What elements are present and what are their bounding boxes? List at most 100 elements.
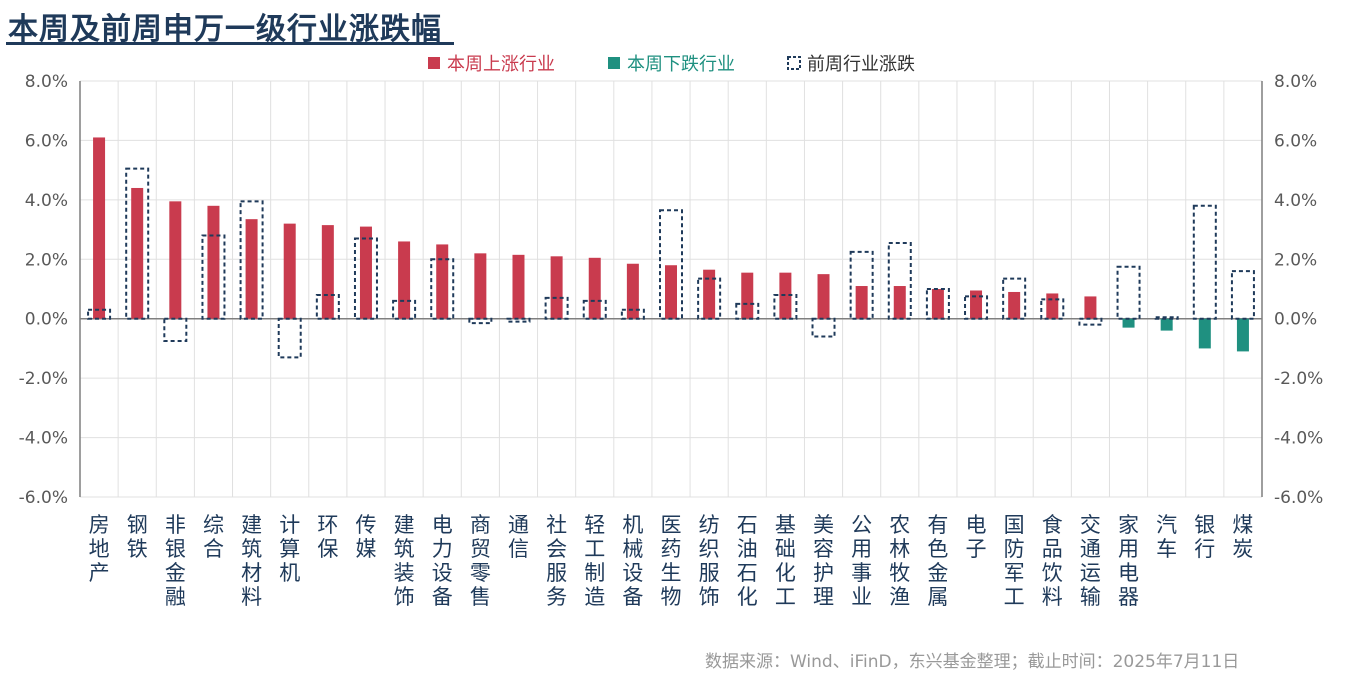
bar-prev-week	[811, 317, 836, 338]
bar-prev-week	[544, 296, 569, 320]
y-tick-label-left: 8.0%	[25, 72, 68, 92]
bar-this-week	[131, 187, 144, 319]
y-tick-label-left: -2.0%	[19, 369, 68, 389]
bar-this-week	[512, 254, 525, 319]
bar-prev-week	[87, 308, 112, 320]
prev-week-boxes	[87, 167, 1255, 359]
bar-prev-week	[1192, 204, 1217, 320]
bar-this-week	[1084, 296, 1097, 319]
bar-this-week	[550, 256, 563, 319]
bar-prev-week	[925, 288, 950, 320]
chart-title: 本周及前周申万一级行业涨跌幅	[8, 12, 442, 47]
y-tick-label-right: 2.0%	[1274, 250, 1317, 270]
bar-prev-week	[239, 200, 264, 320]
category-label: 建筑装饰	[394, 513, 415, 609]
y-tick-label-left: -6.0%	[19, 488, 68, 508]
bar-prev-week	[735, 302, 760, 320]
bar-this-week	[1046, 293, 1059, 319]
bar-this-week	[588, 257, 601, 319]
y-tick-label-left: 6.0%	[25, 131, 68, 151]
category-label: 环保	[317, 513, 338, 561]
category-label: 美容护理	[813, 513, 834, 609]
category-label: 基础化工	[775, 513, 796, 609]
bar-this-week	[474, 253, 487, 319]
legend-swatch-up	[428, 57, 440, 69]
bar-this-week	[283, 223, 296, 319]
category-label: 机械设备	[622, 513, 643, 609]
bar-prev-week	[430, 258, 455, 320]
y-tick-label-left: -4.0%	[19, 429, 68, 449]
category-label: 汽车	[1156, 513, 1177, 561]
category-label: 石油石化	[737, 513, 758, 609]
bar-prev-week	[125, 167, 150, 320]
bar-this-week	[359, 226, 372, 319]
bar-prev-week	[1002, 277, 1027, 320]
bar-this-week	[626, 263, 639, 319]
bar-prev-week	[582, 299, 607, 320]
legend-swatch-prev	[787, 56, 801, 70]
category-label: 建筑材料	[241, 513, 262, 609]
bar-prev-week	[201, 234, 226, 320]
bar-this-week	[893, 286, 906, 319]
category-label: 轻工制造	[584, 513, 605, 609]
category-label: 银行	[1194, 513, 1215, 561]
bar-this-week	[169, 201, 182, 319]
legend-label: 前周行业涨跌	[807, 54, 915, 75]
bar-this-week	[398, 241, 411, 319]
y-tick-label-right: 6.0%	[1274, 131, 1317, 151]
bar-this-week	[931, 289, 944, 319]
bar-this-week	[817, 274, 830, 319]
legend-label: 本周上涨行业	[447, 54, 555, 75]
bar-prev-week	[315, 293, 340, 320]
category-label: 钢铁	[127, 513, 148, 561]
bar-prev-week	[1078, 317, 1103, 326]
category-label: 纺织服饰	[699, 513, 720, 609]
bar-this-week	[1122, 318, 1135, 328]
y-tick-label-right: 8.0%	[1274, 72, 1317, 92]
bar-this-week	[703, 269, 716, 319]
bar-this-week	[1236, 318, 1249, 352]
legend: 本周上涨行业 本周下跌行业 前周行业涨跌	[428, 54, 915, 75]
y-tick-label-left: 4.0%	[25, 191, 68, 211]
bar-prev-week	[468, 317, 493, 325]
bar-this-week	[665, 265, 677, 319]
category-label: 电子	[966, 513, 987, 561]
y-tick-label-right: -6.0%	[1274, 488, 1323, 508]
y-tick-label-left: 2.0%	[25, 250, 68, 270]
bar-prev-week	[849, 250, 874, 320]
category-label: 房地产	[89, 513, 110, 585]
bar-this-week	[436, 244, 449, 319]
y-tick-label-right: 0.0%	[1274, 310, 1317, 330]
category-label: 食品饮料	[1042, 513, 1063, 609]
bar-prev-week	[697, 277, 722, 320]
category-label: 传媒	[355, 513, 376, 561]
bar-prev-week	[1040, 298, 1065, 320]
bar-this-week	[1008, 291, 1021, 319]
bar-this-week	[245, 219, 258, 319]
y-tick-label-left: 0.0%	[25, 310, 68, 330]
bar-this-week	[970, 290, 983, 319]
bar-prev-week	[773, 293, 798, 320]
y-tick-label-right: 4.0%	[1274, 191, 1317, 211]
category-label: 公用事业	[851, 513, 872, 609]
bar-prev-week	[1154, 316, 1179, 320]
legend-label: 本周下跌行业	[627, 54, 735, 75]
category-label: 社会服务	[546, 513, 567, 609]
category-label: 非银金融	[165, 513, 186, 609]
category-label: 医药生物	[661, 513, 682, 609]
bar-prev-week	[1116, 265, 1141, 320]
category-label: 交通运输	[1080, 513, 1101, 609]
bar-prev-week	[1230, 270, 1255, 320]
y-tick-label-right: -2.0%	[1274, 369, 1323, 389]
bar-prev-week	[353, 237, 378, 320]
category-label: 商贸零售	[470, 513, 491, 609]
grid-lines	[79, 80, 1263, 498]
category-label: 电力设备	[432, 513, 453, 609]
bar-this-week	[1160, 318, 1173, 331]
bar-this-week	[321, 225, 334, 319]
bar-this-week	[741, 272, 754, 319]
source-note: 数据来源：Wind、iFinD，东兴基金整理；截止时间：2025年7月11日	[705, 652, 1240, 672]
bar-prev-week	[659, 209, 683, 320]
bar-prev-week	[620, 308, 645, 320]
bar-prev-week	[392, 299, 417, 320]
